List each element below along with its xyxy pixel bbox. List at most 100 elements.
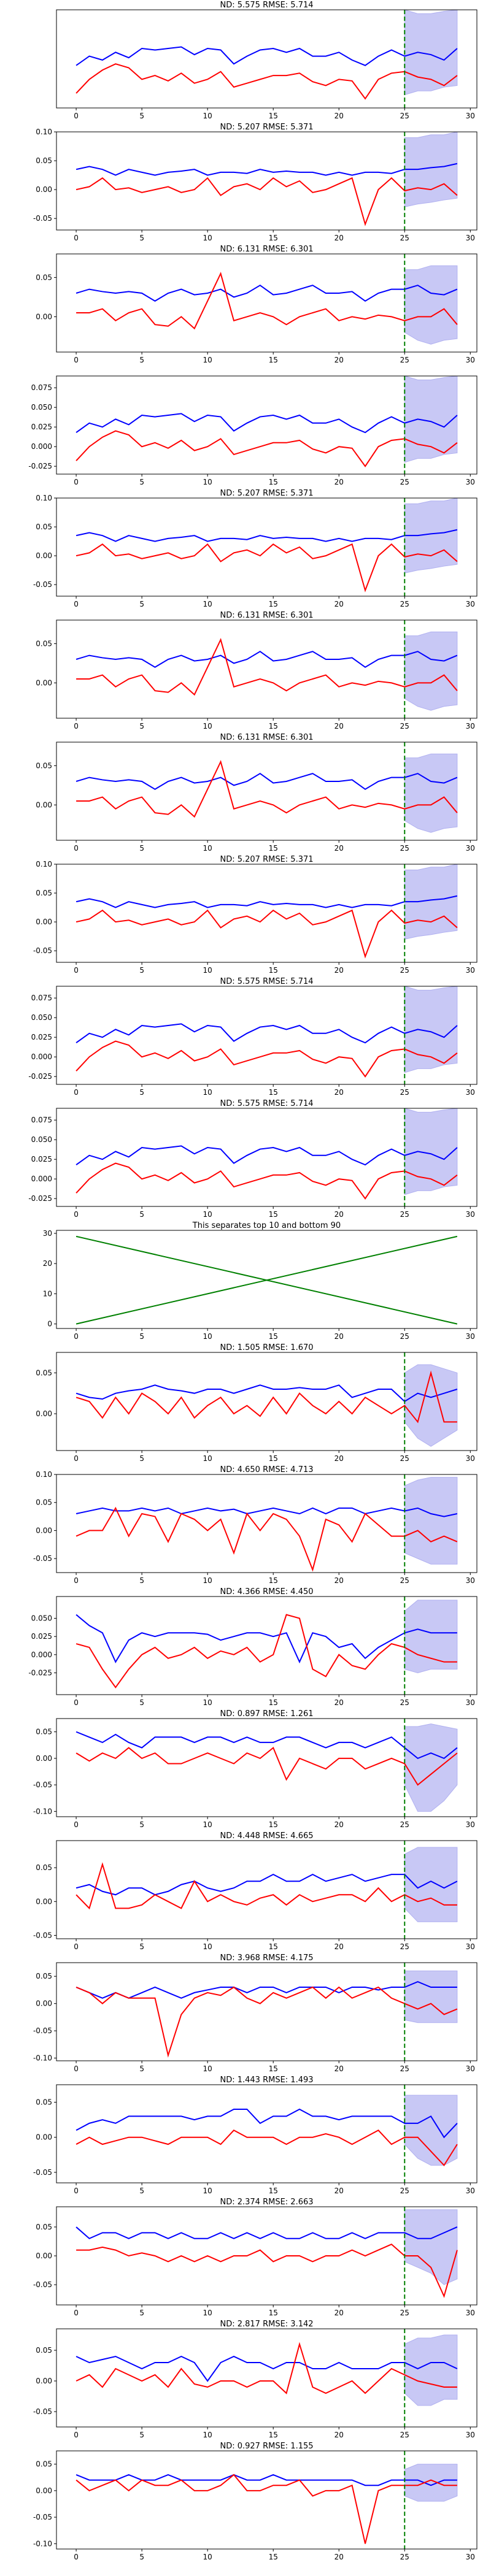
y-tick-label: -0.025 — [28, 1668, 52, 1677]
chart-plot-area — [75, 986, 458, 1084]
x-tick-label: 25 — [400, 600, 409, 608]
x-tick-label: 5 — [139, 1820, 144, 1829]
chart-panel: ND: 1.443 RMSE: 1.493 0 5 10 15 20 25 30 -0.05 0.… — [33, 2076, 477, 2195]
axes-frame — [56, 1352, 477, 1451]
chart-panel: ND: 3.968 RMSE: 4.175 0 5 10 15 20 25 30 -0.10 -0… — [33, 1953, 477, 2073]
x-tick-label: 10 — [203, 966, 212, 975]
chart-plot-area — [75, 620, 458, 718]
y-tick-label: 0.00 — [36, 551, 52, 560]
chart-panel: ND: 6.131 RMSE: 6.301 0 5 10 15 20 25 30 0.00 0.0… — [36, 611, 477, 730]
axes-frame — [56, 1596, 477, 1695]
chart-panel: ND: 6.131 RMSE: 6.301 0 5 10 15 20 25 30 0.00 0.0… — [36, 733, 477, 853]
chart-plot-area — [75, 1719, 458, 1817]
chart-panel: ND: 5.207 RMSE: 5.371 0 5 10 15 20 25 30 -0.05 0.… — [33, 855, 477, 975]
y-tick-label: 0.10 — [36, 128, 52, 136]
y-tick-label: -0.05 — [33, 2513, 52, 2521]
y-tick-label: -0.025 — [28, 1072, 52, 1081]
chart-plot-area — [75, 1108, 458, 1206]
x-tick-label: 10 — [203, 356, 212, 364]
x-tick-label: 25 — [400, 1698, 409, 1707]
axes-frame — [56, 619, 477, 719]
x-tick-label: 30 — [466, 966, 475, 975]
y-tick-label: 0.050 — [31, 1135, 52, 1144]
chart-panel: ND: 5.575 RMSE: 5.714 0 5 10 15 20 25 30 — [56, 1, 477, 120]
x-tick-label: 5 — [139, 844, 144, 853]
x-tick-label: 30 — [466, 2064, 475, 2073]
actual-series-line — [75, 909, 458, 959]
predicted-series-line — [75, 2355, 458, 2382]
chart-plot-area — [75, 498, 458, 596]
chart-title: ND: 1.443 RMSE: 1.493 — [220, 2076, 313, 2085]
x-tick-label: 30 — [466, 2553, 475, 2561]
y-tick-label: 0.00 — [36, 1897, 52, 1906]
x-tick-label: 15 — [269, 1210, 278, 1219]
predicted-series-line — [75, 895, 458, 908]
x-tick-label: 10 — [203, 1698, 212, 1707]
actual-series-line — [75, 63, 458, 100]
x-tick-label: 20 — [334, 356, 344, 364]
x-tick-label: 25 — [400, 722, 409, 730]
x-tick-label: 25 — [400, 2553, 409, 2561]
x-tick-label: 0 — [74, 234, 79, 242]
axes-frame — [56, 1718, 477, 1817]
x-tick-label: 10 — [203, 112, 212, 120]
y-tick-label: -0.05 — [33, 2168, 52, 2177]
x-tick-label: 5 — [139, 2553, 144, 2561]
y-tick-label: -0.05 — [33, 946, 52, 955]
actual-series-line — [75, 1746, 458, 1786]
axes-frame — [56, 497, 477, 597]
uncertainty-band — [404, 1364, 458, 1447]
x-tick-label: 30 — [466, 1698, 475, 1707]
x-tick-label: 25 — [400, 1332, 409, 1341]
x-tick-label: 15 — [269, 112, 278, 120]
x-tick-label: 0 — [74, 1210, 79, 1219]
x-tick-label: 20 — [334, 1454, 344, 1463]
y-tick-label: 0.00 — [36, 2133, 52, 2142]
chart-title: ND: 3.968 RMSE: 4.175 — [220, 1953, 313, 1963]
axes-frame — [56, 253, 477, 353]
x-tick-label: 30 — [466, 600, 475, 608]
axes-frame — [56, 1474, 477, 1573]
y-tick-label: 0.05 — [36, 1863, 52, 1872]
x-tick-label: 5 — [139, 234, 144, 242]
x-tick-label: 15 — [269, 600, 278, 608]
x-tick-label: 25 — [400, 844, 409, 853]
chart-title: This separates top 10 and bottom 90 — [192, 1221, 341, 1230]
x-tick-label: 30 — [466, 356, 475, 364]
x-tick-label: 25 — [400, 2064, 409, 2073]
x-tick-label: 15 — [269, 234, 278, 242]
chart-title: ND: 4.650 RMSE: 4.713 — [220, 1465, 313, 1474]
y-tick-label: -0.10 — [33, 1807, 52, 1815]
x-tick-label: 30 — [466, 234, 475, 242]
chart-plot-area — [75, 2451, 458, 2549]
y-tick-label: 0.025 — [31, 1632, 52, 1641]
uncertainty-band — [404, 1847, 458, 1922]
x-tick-label: 5 — [139, 356, 144, 364]
chart-title: ND: 5.575 RMSE: 5.714 — [220, 1, 313, 10]
x-tick-label: 0 — [74, 112, 79, 120]
x-tick-label: 10 — [203, 1088, 212, 1097]
x-tick-label: 0 — [74, 1332, 79, 1341]
y-tick-label: 0.00 — [36, 185, 52, 194]
chart-panel: ND: 6.131 RMSE: 6.301 0 5 10 15 20 25 30 0.00 0.0… — [36, 245, 477, 364]
x-tick-label: 15 — [269, 1088, 278, 1097]
x-tick-label: 25 — [400, 1454, 409, 1463]
x-tick-label: 20 — [334, 2309, 344, 2317]
y-tick-label: 0.05 — [36, 1498, 52, 1507]
actual-series-line — [75, 1162, 458, 1200]
chart-title: ND: 4.366 RMSE: 4.450 — [220, 1587, 313, 1597]
y-tick-label: 0.00 — [36, 1999, 52, 2008]
x-tick-label: 15 — [269, 1332, 278, 1341]
y-tick-label: 0.00 — [36, 918, 52, 926]
x-tick-label: 10 — [203, 1332, 212, 1341]
x-tick-label: 10 — [203, 600, 212, 608]
chart-plot-area — [75, 1597, 458, 1695]
y-tick-label: 0.05 — [36, 1972, 52, 1980]
y-tick-label: 0.000 — [31, 1052, 52, 1061]
uncertainty-band — [404, 1723, 458, 1812]
predicted-series-line — [75, 413, 458, 434]
actual-series-line — [75, 2129, 458, 2167]
chart-plot-area — [75, 1474, 458, 1573]
x-tick-label: 0 — [74, 844, 79, 853]
